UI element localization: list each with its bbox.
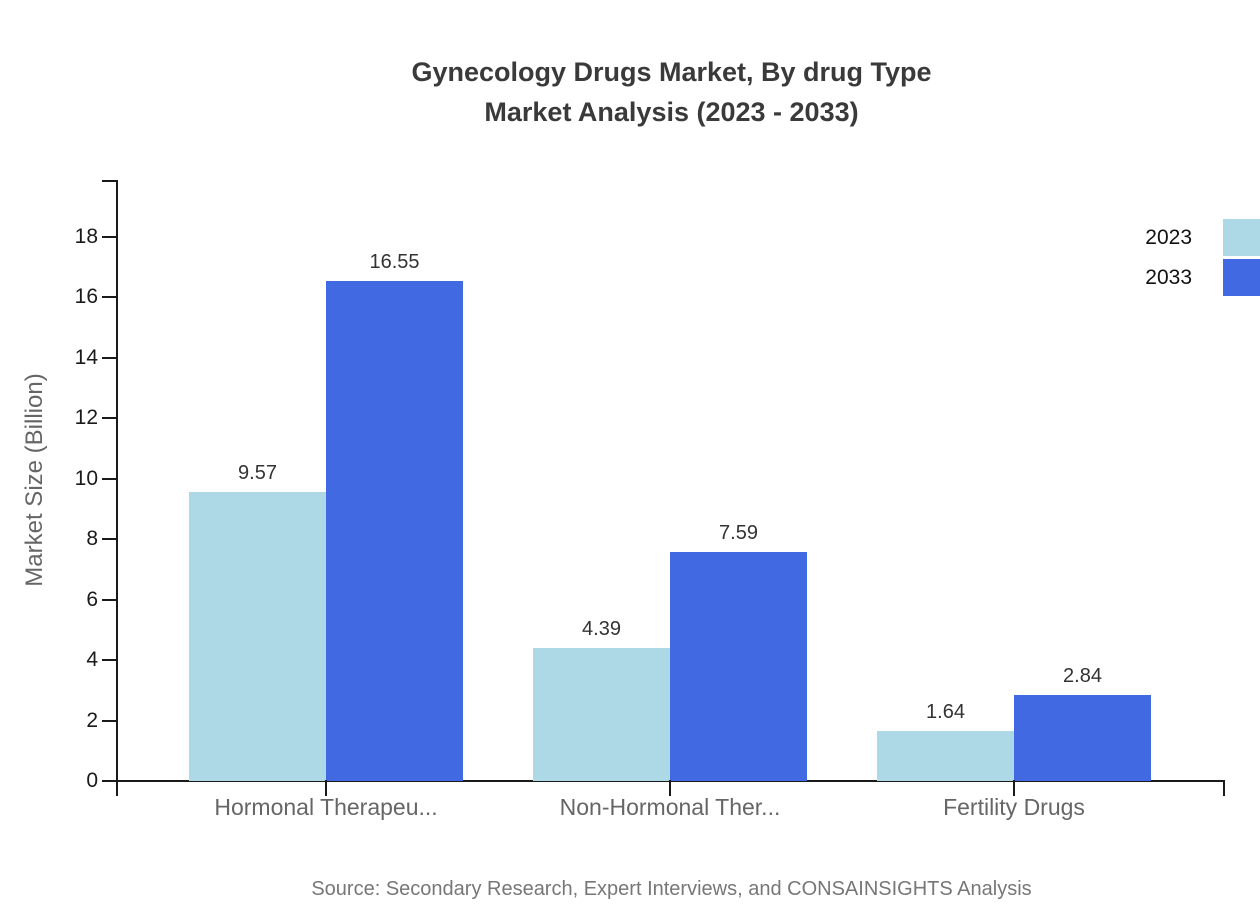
y-tick-label: 0 [86,769,98,792]
value-label: 1.64 [926,701,965,724]
bar-2033-2 [1014,695,1151,781]
value-label: 16.55 [369,250,420,273]
y-tick [102,477,116,480]
y-tick [102,538,116,541]
y-axis-line [116,180,118,783]
y-tick-label: 6 [86,587,98,611]
legend-label-2033: 2033 [1145,266,1192,289]
x-category-label: Non-Hormonal Ther... [559,794,781,820]
chart-title-line1: Gynecology Drugs Market, By drug Type [411,57,932,87]
legend-label-2023: 2023 [1145,226,1192,249]
bar-2023-2 [877,731,1014,781]
value-label: 9.57 [238,461,277,484]
bar-2023-1 [533,648,670,781]
x-axis-left-end-tick [116,780,118,796]
x-category-tick [669,780,671,796]
y-axis-end-tick [102,180,116,182]
y-tick [102,296,116,299]
y-tick [102,356,116,359]
chart-title: Gynecology Drugs Market, By drug Type Ma… [118,52,1225,132]
source-attribution: Source: Secondary Research, Expert Inter… [311,878,1032,900]
y-tick [102,236,116,238]
x-axis-right-end-tick [1223,780,1225,796]
y-tick-label: 10 [74,466,98,490]
y-tick [102,659,116,662]
x-category-label: Fertility Drugs [943,794,1085,820]
y-tick-label: 2 [86,708,98,732]
bar-2033-1 [670,551,807,781]
y-tick [102,417,116,420]
x-category-tick [325,780,327,796]
legend-swatch-2033 [1223,259,1260,296]
y-tick-label: 8 [86,527,98,551]
x-category-tick [1013,780,1015,796]
value-label: 7.59 [719,521,758,544]
chart-title-line2: Market Analysis (2023 - 2033) [484,97,859,127]
y-tick-label: 14 [74,345,98,369]
y-tick-label: 18 [74,225,98,248]
x-category-label: Hormonal Therapeu... [214,794,438,820]
value-label: 4.39 [582,618,621,641]
bar-2033-0 [326,280,463,781]
legend-swatch-2023 [1223,219,1260,256]
y-tick-label: 4 [86,648,98,672]
y-tick [102,780,116,782]
y-tick [102,719,116,722]
y-tick-label: 12 [74,406,98,430]
y-tick-label: 16 [74,285,98,309]
y-tick [102,598,116,601]
value-label: 2.84 [1063,665,1102,688]
bar-2023-0 [189,491,326,781]
